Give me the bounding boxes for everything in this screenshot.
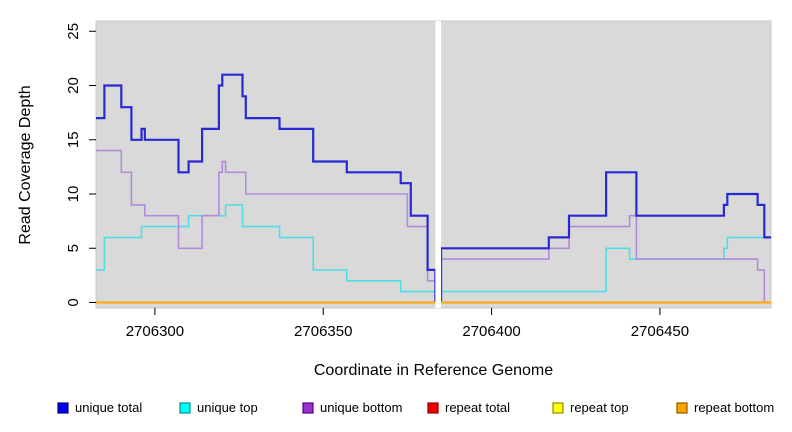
legend-swatch-repeat-top <box>552 402 564 414</box>
x-tick-label: 2706450 <box>631 323 689 340</box>
legend-swatch-repeat-bottom <box>676 402 688 414</box>
x-tick-label: 2706350 <box>294 323 352 340</box>
y-tick-label: 15 <box>65 131 82 148</box>
y-tick-label: 20 <box>65 77 82 94</box>
legend-swatch-unique-bottom <box>302 402 314 414</box>
series-unique-bottom-line <box>96 149 437 303</box>
series-unique-bottom-line <box>440 214 771 304</box>
y-tick-label: 0 <box>65 298 82 306</box>
series-unique-total-line <box>440 171 771 303</box>
x-axis-title: Coordinate in Reference Genome <box>313 362 554 379</box>
y-tick-label: 5 <box>65 244 82 252</box>
legend-swatch-repeat-total <box>427 402 439 414</box>
legend-swatch-unique-top <box>179 402 191 414</box>
legend-label-repeat-total: repeat total <box>445 400 510 415</box>
series-unique-top-line <box>96 204 437 303</box>
legend-label-repeat-top: repeat top <box>570 400 629 415</box>
no-data-gap-band <box>435 21 442 308</box>
y-axis-title: Read Coverage Depth <box>17 85 34 245</box>
legend-swatch-unique-total <box>57 402 69 414</box>
legend-label-repeat-bottom: repeat bottom <box>694 400 774 415</box>
y-tick-label: 25 <box>65 23 82 40</box>
legend-label-unique-total: unique total <box>75 400 142 415</box>
y-tick-label: 10 <box>65 186 82 203</box>
legend-label-unique-top: unique top <box>197 400 258 415</box>
series-unique-total-line <box>96 73 437 303</box>
series-unique-top-line <box>440 236 771 303</box>
x-tick-label: 2706300 <box>126 323 184 340</box>
plot-area <box>95 20 772 309</box>
legend-label-unique-bottom: unique bottom <box>320 400 402 415</box>
x-tick-label: 2706400 <box>462 323 520 340</box>
